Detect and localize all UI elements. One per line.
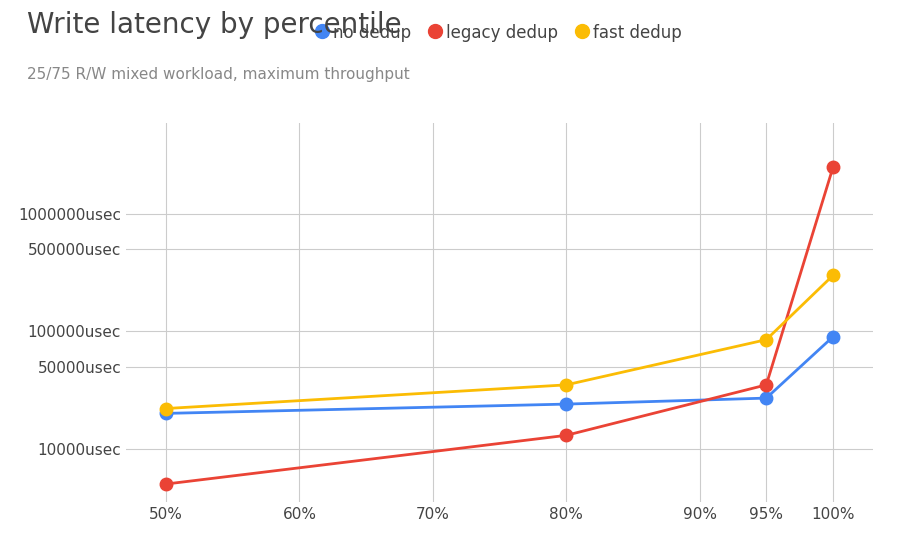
fast dedup [561, 382, 572, 388]
fast dedup [760, 336, 771, 343]
Text: 25/75 R/W mixed workload, maximum throughput: 25/75 R/W mixed workload, maximum throug… [27, 67, 410, 82]
fast dedup [160, 405, 171, 412]
legacy dedup [160, 480, 171, 487]
no dedup [561, 401, 572, 407]
Text: Write latency by percentile: Write latency by percentile [27, 11, 401, 39]
fast dedup [828, 272, 839, 279]
no dedup [760, 395, 771, 401]
legacy dedup [561, 432, 572, 439]
Line: legacy dedup: legacy dedup [160, 161, 839, 490]
Line: fast dedup: fast dedup [160, 269, 839, 415]
Line: no dedup: no dedup [160, 330, 839, 420]
legacy dedup [760, 382, 771, 388]
no dedup [160, 410, 171, 417]
Legend: no dedup, legacy dedup, fast dedup: no dedup, legacy dedup, fast dedup [310, 17, 688, 49]
legacy dedup [828, 164, 839, 171]
no dedup [828, 333, 839, 340]
